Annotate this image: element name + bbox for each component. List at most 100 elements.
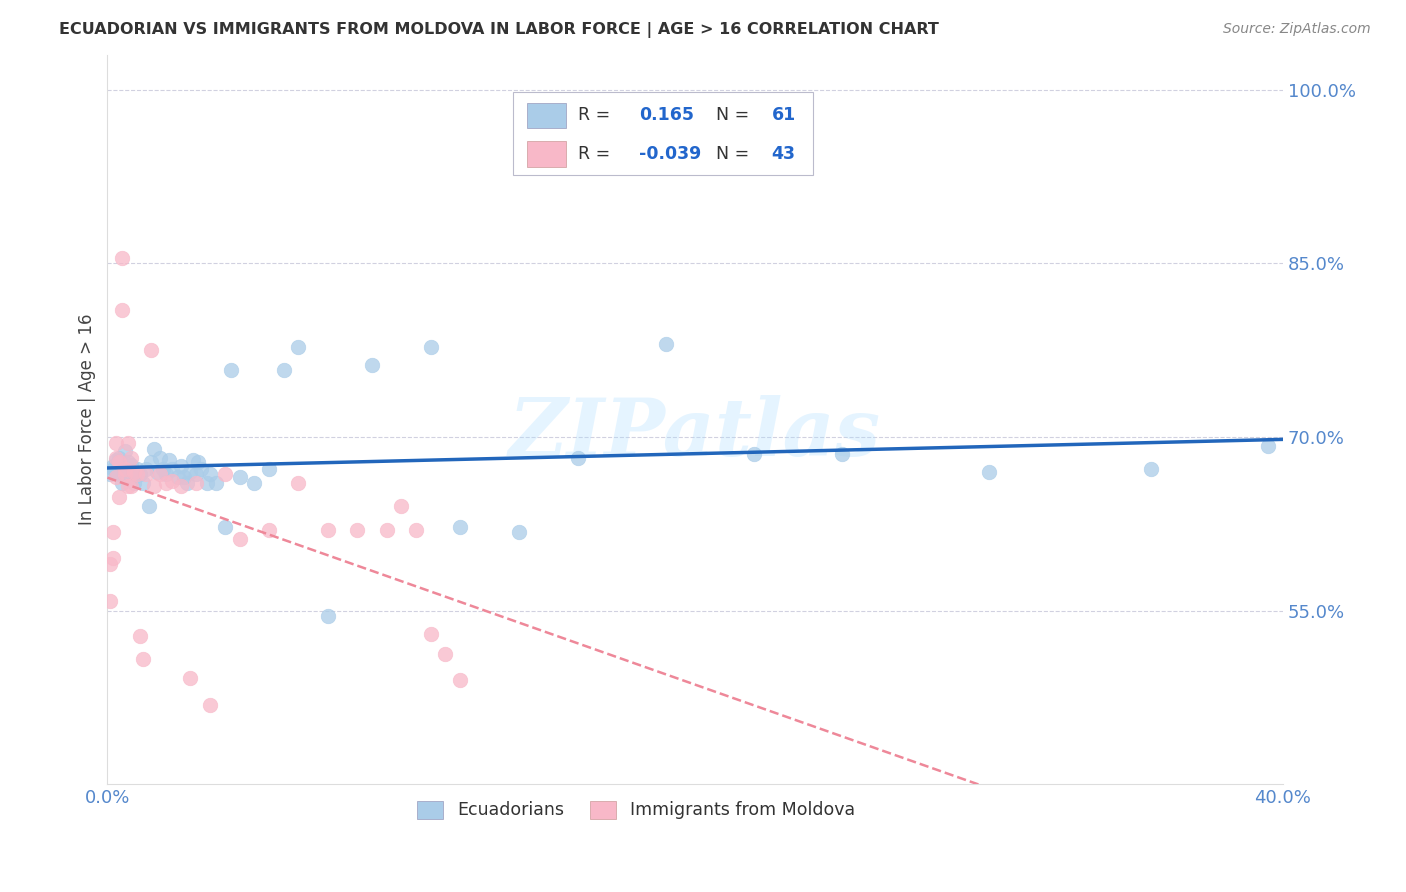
Point	[120, 478, 142, 492]
Point	[214, 467, 236, 481]
Point	[120, 458, 142, 472]
Point	[176, 476, 198, 491]
Point	[105, 453, 128, 467]
Point	[228, 532, 250, 546]
Point	[108, 467, 131, 481]
Point	[105, 435, 128, 450]
Point	[655, 337, 678, 351]
Point	[1139, 462, 1161, 476]
Point	[114, 462, 136, 476]
Point	[117, 455, 139, 469]
Point	[205, 476, 228, 491]
Point	[105, 450, 128, 465]
Point	[155, 467, 177, 481]
Point	[831, 447, 853, 461]
Point	[170, 458, 193, 473]
Point	[160, 474, 183, 488]
Point	[219, 363, 242, 377]
Point	[167, 470, 190, 484]
Text: R =: R =	[578, 106, 616, 124]
Point	[200, 467, 222, 481]
Point	[111, 251, 134, 265]
Point	[149, 467, 172, 481]
Point	[160, 462, 183, 476]
Point	[114, 443, 136, 458]
Point	[114, 462, 136, 476]
Point	[135, 462, 157, 476]
FancyBboxPatch shape	[513, 92, 813, 176]
Point	[742, 447, 765, 461]
Point	[228, 470, 250, 484]
Point	[98, 467, 121, 481]
Text: -0.039: -0.039	[638, 145, 702, 162]
Point	[977, 465, 1000, 479]
Point	[98, 594, 121, 608]
FancyBboxPatch shape	[527, 141, 565, 167]
Point	[138, 500, 160, 514]
Point	[117, 478, 139, 492]
Point	[419, 626, 441, 640]
Text: N =: N =	[716, 145, 755, 162]
Point	[143, 478, 166, 492]
Point	[117, 435, 139, 450]
Point	[111, 460, 134, 475]
Point	[143, 442, 166, 456]
Point	[449, 673, 471, 687]
Point	[257, 462, 280, 476]
Point	[108, 455, 131, 469]
Point	[141, 343, 163, 358]
Point	[157, 453, 180, 467]
Text: ZIPatlas: ZIPatlas	[509, 395, 882, 473]
Text: 0.165: 0.165	[638, 106, 693, 124]
Point	[187, 455, 209, 469]
Point	[195, 476, 218, 491]
Point	[200, 698, 222, 713]
Point	[149, 450, 172, 465]
Point	[179, 671, 201, 685]
Point	[375, 523, 398, 537]
Point	[125, 467, 148, 481]
Point	[122, 465, 145, 479]
Point	[184, 467, 207, 481]
Point	[214, 520, 236, 534]
Point	[170, 478, 193, 492]
Point	[155, 476, 177, 491]
Point	[257, 523, 280, 537]
Point	[122, 476, 145, 491]
Point	[152, 462, 174, 476]
Point	[111, 302, 134, 317]
Text: ECUADORIAN VS IMMIGRANTS FROM MOLDOVA IN LABOR FORCE | AGE > 16 CORRELATION CHAR: ECUADORIAN VS IMMIGRANTS FROM MOLDOVA IN…	[59, 22, 939, 38]
Point	[111, 476, 134, 491]
Point	[128, 467, 150, 481]
Point	[103, 551, 125, 566]
Point	[103, 458, 125, 473]
Point	[184, 476, 207, 491]
Point	[287, 340, 309, 354]
Point	[273, 363, 295, 377]
Point	[108, 490, 131, 504]
Point	[361, 358, 384, 372]
Point	[243, 476, 266, 491]
Point	[125, 462, 148, 476]
Point	[1257, 439, 1279, 453]
Legend: Ecuadorians, Immigrants from Moldova: Ecuadorians, Immigrants from Moldova	[411, 794, 862, 826]
Point	[181, 453, 204, 467]
Point	[98, 558, 121, 572]
Point	[449, 520, 471, 534]
Point	[105, 465, 128, 479]
Point	[419, 340, 441, 354]
Point	[405, 523, 427, 537]
Point	[508, 524, 530, 539]
Text: R =: R =	[578, 145, 616, 162]
Text: Source: ZipAtlas.com: Source: ZipAtlas.com	[1223, 22, 1371, 37]
Point	[108, 450, 131, 465]
Point	[103, 524, 125, 539]
Point	[120, 450, 142, 465]
Y-axis label: In Labor Force | Age > 16: In Labor Force | Age > 16	[79, 314, 96, 525]
FancyBboxPatch shape	[527, 103, 565, 128]
Text: 43: 43	[772, 145, 796, 162]
Point	[287, 476, 309, 491]
Point	[131, 652, 153, 666]
Point	[146, 465, 169, 479]
Point	[179, 465, 201, 479]
